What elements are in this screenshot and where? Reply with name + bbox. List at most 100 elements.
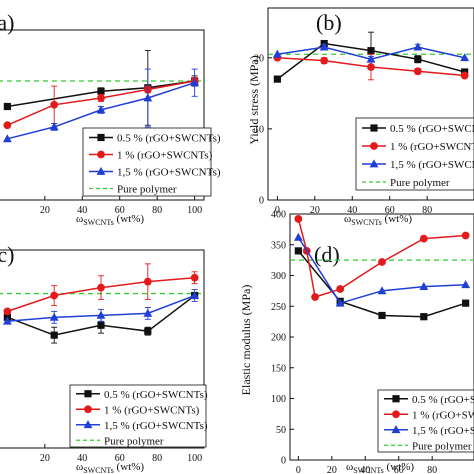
panel-d-ytick-label: 150 (271, 363, 286, 374)
panel-c-series-2-point (50, 291, 59, 300)
panel-b-legend-swatch-marker (370, 124, 378, 132)
panel-c-legend-swatch-marker (84, 390, 92, 398)
panel-b-legend: 0.5 % (rGO+SWCNTs) 1 % (rGO+SWCNTs) 1,5 % … (355, 117, 474, 191)
panel-c-series-3-point (2, 316, 12, 325)
panel-b-xtick-label: 0 (275, 205, 280, 216)
panel-b-label: (b) (316, 10, 342, 35)
panel-d-plot-area (290, 215, 474, 321)
panel-b-series-2-point (460, 71, 469, 80)
panel-c-legend-swatch-marker (83, 420, 93, 429)
panel-d-legend-label: 0.5 % (rGO+SWCNTs) (412, 394, 474, 406)
panel-a-series-2-point (97, 94, 105, 102)
panel-b-series-2-point (413, 67, 422, 76)
panel-a-xtick-label: 20 (40, 205, 50, 216)
panel-c-label: (c) (0, 242, 14, 267)
panel-a-series-3-point (2, 134, 12, 143)
panel-b-series-2-point (320, 56, 329, 65)
panel-b-xtick-label: 80 (422, 205, 432, 216)
panel-d-legend-label: 1,5 % (rGO+SWCNTs) (412, 425, 474, 437)
panel-a: (a) ωSWCNTs (wt%) 20 40 60 80 100 0.5 % (rGO+… (0, 10, 221, 227)
panel-c-series-3-point (96, 310, 106, 319)
panel-d-series-1-point (294, 247, 302, 255)
panel-c-series-1-point (97, 321, 105, 329)
panel-a-legend-swatch-marker (97, 150, 105, 159)
panel-d-legend-label: Pure polymer (412, 440, 472, 452)
panel-d-xtick-label: 80 (427, 465, 437, 474)
panel-c-legend-label: 0.5 % (rGO+SWCNTs) (104, 389, 208, 401)
panel-d-ylabel: Elastic modulus (MPa) (239, 285, 253, 396)
panel-a-legend-label: Pure polymer (117, 184, 177, 196)
panel-b-series-1-point (273, 75, 281, 83)
panel-a-xlabel: ωSWCNTs (wt%) (76, 213, 144, 227)
panel-c-xtick-label: 20 (40, 453, 50, 464)
panel-d-ytick-label: 300 (271, 271, 286, 282)
panel-d-legend-swatch-marker (391, 425, 401, 434)
panel-d-legend: 0.5 % (rGO+SWCNTs) 1 % (rGO+SWCNTs) 1,5 % … (377, 389, 474, 453)
panel-c-series-2-point (97, 283, 105, 292)
panel-a-axes-frame (0, 29, 205, 201)
panel-b-series-3-point (272, 49, 282, 58)
panel-b-series-1-point (414, 55, 422, 63)
panel-d-ytick-label: 100 (271, 394, 286, 405)
panel-a-legend-swatch-marker (97, 133, 105, 142)
panel-a-series-2-point (50, 100, 59, 109)
panel-a-series-3-point (49, 122, 59, 131)
panel-c-legend-box (69, 384, 207, 448)
panel-b-series-1-point (367, 47, 375, 55)
panel-a-plot-area (0, 49, 204, 143)
panel-c-axes-frame (0, 249, 205, 449)
panel-d-xlabel: ωSWCNTs (wt%) (346, 461, 414, 474)
panel-c-xtick-label: 80 (152, 453, 162, 464)
panel-d-legend-label: 1 % (rGO+SWCNTs) (412, 409, 474, 421)
panel-d: (d) ωSWCNTs (wt%) Elastic modulus (MPa) … (239, 210, 474, 474)
panel-d-series-3-point (377, 286, 387, 295)
panel-d-series-2-point (294, 215, 303, 223)
panel-a-series-1-point (3, 102, 11, 111)
panel-c-series-2-point (190, 273, 199, 282)
panel-b-legend-label: 1 % (rGO+SWCNTs) (390, 141, 474, 153)
panel-a-legend: 0.5 % (rGO+SWCNTs) 1 % (rGO+SWCNTs) 1,5 % … (82, 127, 221, 197)
panel-c-legend: 0.5 % (rGO+SWCNTs) 1 % (rGO+SWCNTs) 1,5 % … (69, 384, 208, 448)
panel-d-legend-swatch-marker (392, 395, 400, 403)
panel-b-ytick-label: 20 (254, 53, 264, 64)
panel-a-xtick-label: 60 (115, 205, 125, 216)
panel-c: (c) ωSWCNTs (wt%) 20 40 60 80 100 0.5 % (rGO+… (0, 242, 208, 474)
panel-d-series-3-point (419, 281, 429, 290)
panel-c-legend-swatch-marker (84, 405, 92, 414)
panel-d-series-2-point (419, 234, 428, 243)
panel-b-ylabel: Yield stress (MPa) (247, 55, 261, 144)
panel-b: (b) ωSWCNTs (wt%) Yield stress (MPa) 0 20… (247, 7, 474, 227)
panel-c-series-3-point (190, 290, 200, 299)
panel-b-xtick-label: 60 (385, 205, 395, 216)
panel-c-xtick-label: 60 (115, 453, 125, 464)
panel-b-legend-label: 0.5 % (rGO+SWCNTs) (390, 123, 474, 135)
panel-a-legend-label: 1 % (rGO+SWCNTs) (117, 150, 213, 162)
panel-a-legend-swatch-marker (96, 166, 106, 175)
panel-d-series-2-point (311, 293, 319, 301)
panel-c-legend-label: 1 % (rGO+SWCNTs) (104, 404, 200, 416)
panel-a-series-3-point (143, 93, 153, 102)
panel-d-xtick-label: 40 (360, 465, 370, 474)
panel-a-xtick-label: 40 (77, 205, 87, 216)
panel-a-legend-label: 1,5 % (rGO+SWCNTs) (117, 167, 221, 179)
panel-b-axes-frame (267, 7, 474, 201)
panel-d-series-3-point (461, 280, 471, 289)
panel-d-series-2-point (461, 231, 470, 240)
panel-b-series-3-point (319, 42, 329, 51)
panel-d-label: (d) (314, 242, 340, 267)
panel-c-xtick-label: 100 (187, 453, 202, 464)
panel-d-ytick-label: 0 (281, 456, 286, 467)
panel-d-series-1-point (462, 299, 470, 307)
panel-d-legend-swatch-marker (392, 410, 400, 419)
panel-d-ytick-label: 200 (271, 333, 286, 344)
panel-d-ytick-label: 250 (271, 302, 286, 313)
panel-b-plot-area (268, 31, 474, 83)
panel-c-series-2-point (3, 307, 12, 316)
panel-d-xtick-label: 20 (327, 465, 337, 474)
panel-b-ytick-label: 10 (254, 124, 264, 135)
panel-d-ytick-label: 50 (276, 425, 286, 436)
panel-b-series-3-point (366, 54, 376, 63)
panel-b-legend-label: 1,5 % (rGO+SWCNTs) (390, 159, 474, 171)
panel-b-legend-swatch-marker (369, 159, 379, 168)
